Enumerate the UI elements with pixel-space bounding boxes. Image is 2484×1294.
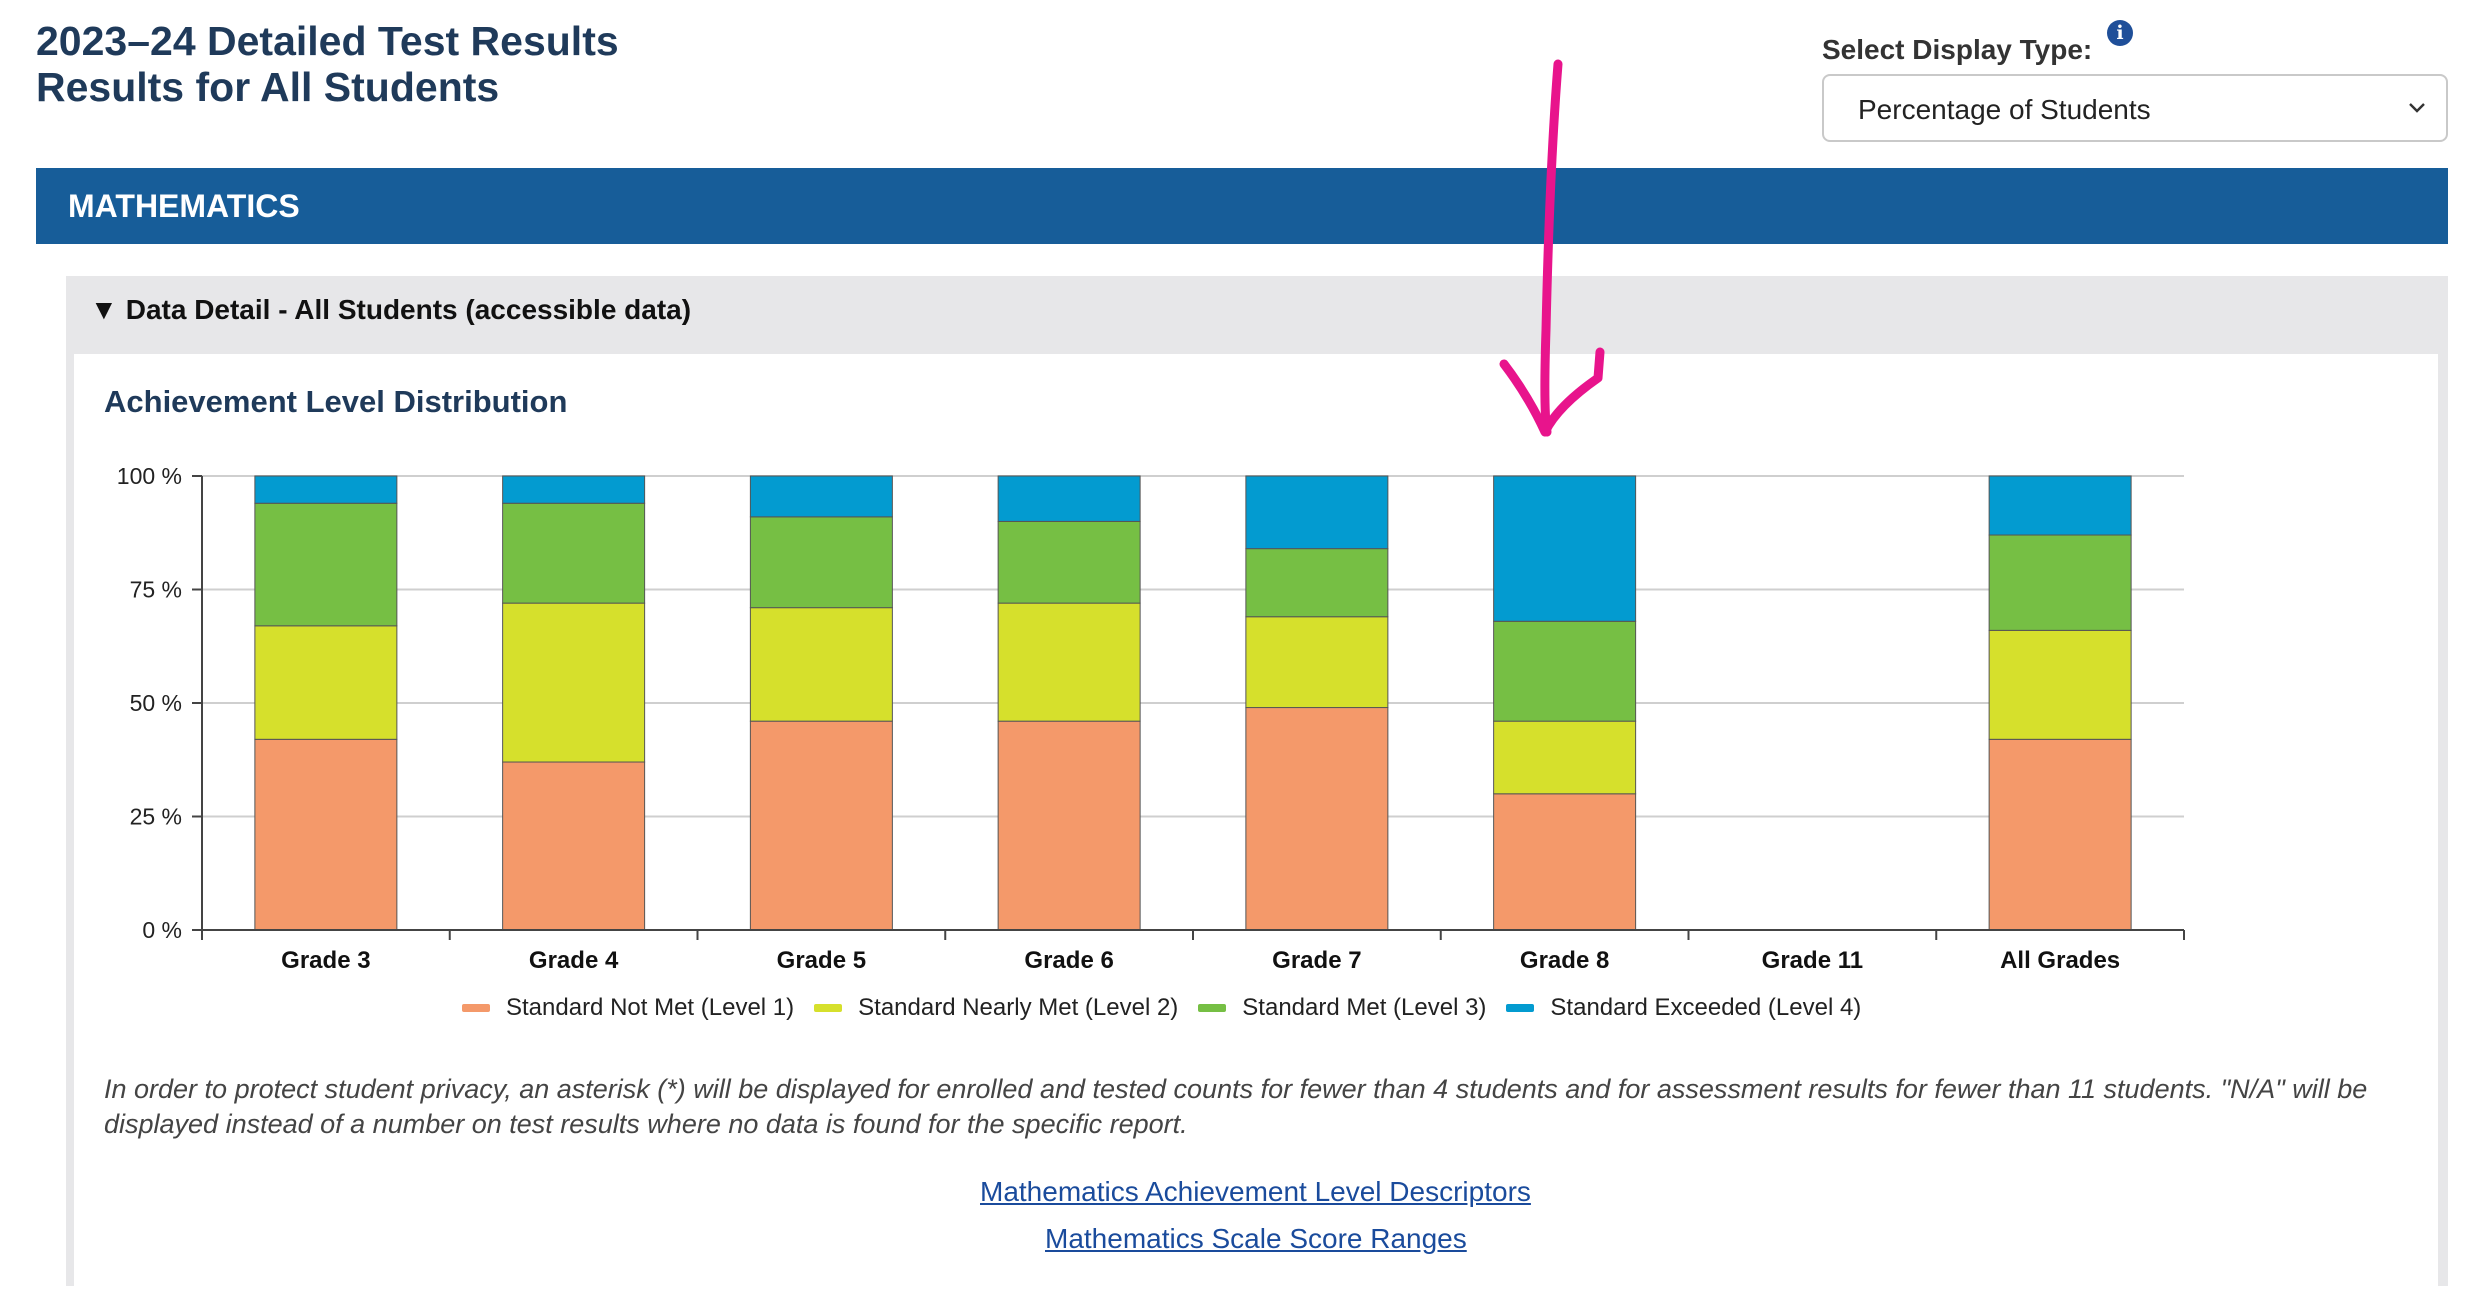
bar-segment bbox=[1988, 534, 2132, 631]
bar-segment bbox=[254, 502, 398, 627]
info-icon[interactable]: i bbox=[2107, 20, 2133, 46]
bar-segment bbox=[502, 502, 646, 604]
y-tick-label: 100 % bbox=[117, 463, 182, 489]
chevron-down-icon bbox=[2409, 103, 2425, 113]
subject-banner-label: MATHEMATICS bbox=[68, 188, 300, 224]
legend-item[interactable]: Standard Met (Level 3) bbox=[1198, 994, 1486, 1022]
bar-segment bbox=[1493, 620, 1637, 722]
bar-segment bbox=[1245, 707, 1389, 931]
data-detail-summary-label: Data Detail - All Students (accessible d… bbox=[125, 294, 692, 325]
x-tick-label: Grade 8 bbox=[1520, 947, 1609, 974]
chart-title: Achievement Level Distribution bbox=[104, 384, 568, 419]
legend-item[interactable]: Standard Nearly Met (Level 2) bbox=[814, 994, 1178, 1022]
x-tick-label: All Grades bbox=[2000, 947, 2120, 974]
y-tick-label: 75 % bbox=[130, 577, 182, 603]
page-title-line1: 2023–24 Detailed Test Results bbox=[36, 18, 619, 64]
legend-swatch bbox=[462, 1004, 490, 1012]
page-title: 2023–24 Detailed Test Results Results fo… bbox=[36, 18, 619, 110]
bar-segment bbox=[502, 602, 646, 763]
bar-segment bbox=[1493, 475, 1637, 622]
bar-segment bbox=[749, 607, 893, 722]
x-tick-label: Grade 7 bbox=[1272, 947, 1361, 974]
data-detail-toggle[interactable]: ▼ Data Detail - All Students (accessible … bbox=[90, 294, 691, 326]
page-subtitle: Results for All Students bbox=[36, 64, 500, 110]
legend-swatch bbox=[814, 1004, 843, 1012]
y-tick-label: 25 % bbox=[130, 804, 182, 830]
bar-segment bbox=[254, 625, 398, 740]
bar-segment bbox=[1493, 793, 1637, 931]
bar-segment bbox=[749, 516, 893, 609]
expand-triangle-icon: ▼ bbox=[90, 294, 118, 325]
x-tick-label: Grade 4 bbox=[529, 947, 619, 974]
legend-label: Standard Not Met (Level 1) bbox=[506, 994, 795, 1021]
bar-segment bbox=[1493, 720, 1637, 795]
display-type-value: Percentage of Students bbox=[1858, 94, 2151, 125]
legend-item[interactable]: Standard Exceeded (Level 4) bbox=[1506, 994, 1861, 1022]
chart-legend: Standard Not Met (Level 1) Standard Nearl… bbox=[462, 994, 1881, 1022]
x-tick-label: Grade 3 bbox=[281, 947, 370, 974]
x-tick-label: Grade 5 bbox=[777, 947, 866, 974]
legend-item[interactable]: Standard Not Met (Level 1) bbox=[462, 994, 794, 1022]
bar-segment bbox=[1988, 475, 2132, 536]
subject-banner: MATHEMATICS bbox=[36, 168, 2448, 244]
bar-segment bbox=[254, 738, 398, 931]
bar-segment bbox=[1988, 629, 2132, 740]
bar-segment bbox=[1988, 738, 2132, 931]
bar-segment bbox=[502, 761, 646, 931]
legend-swatch bbox=[1506, 1004, 1535, 1012]
y-tick-label: 0 % bbox=[142, 917, 182, 943]
bar-segment bbox=[997, 720, 1141, 931]
bar-segment bbox=[254, 475, 398, 504]
bar-segment bbox=[997, 520, 1141, 604]
legend-label: Standard Nearly Met (Level 2) bbox=[858, 994, 1179, 1021]
bar-segment bbox=[749, 720, 893, 931]
display-type-label: Select Display Type: bbox=[1822, 34, 2093, 65]
bar-segment bbox=[997, 602, 1141, 722]
legend-label: Standard Exceeded (Level 4) bbox=[1550, 994, 1862, 1021]
x-tick-label: Grade 11 bbox=[1762, 947, 1863, 974]
privacy-note: In order to protect student privacy, an … bbox=[104, 1074, 2368, 1139]
bar-segment bbox=[1245, 616, 1389, 709]
display-type-select[interactable]: Percentage of Students bbox=[1822, 74, 2448, 142]
bar-segment bbox=[997, 475, 1141, 522]
legend-label: Standard Met (Level 3) bbox=[1242, 994, 1487, 1021]
bar-segment bbox=[1245, 548, 1389, 618]
x-tick-label: Grade 6 bbox=[1024, 947, 1113, 974]
y-tick-label: 50 % bbox=[130, 690, 182, 716]
bar-segment bbox=[502, 475, 646, 504]
descriptors-link[interactable]: Mathematics Achievement Level Descriptor… bbox=[980, 1176, 1531, 1207]
bar-segment bbox=[1245, 475, 1389, 550]
bar-segment bbox=[749, 475, 893, 518]
scale-ranges-link[interactable]: Mathematics Scale Score Ranges bbox=[1045, 1223, 1467, 1254]
legend-swatch bbox=[1198, 1004, 1227, 1012]
